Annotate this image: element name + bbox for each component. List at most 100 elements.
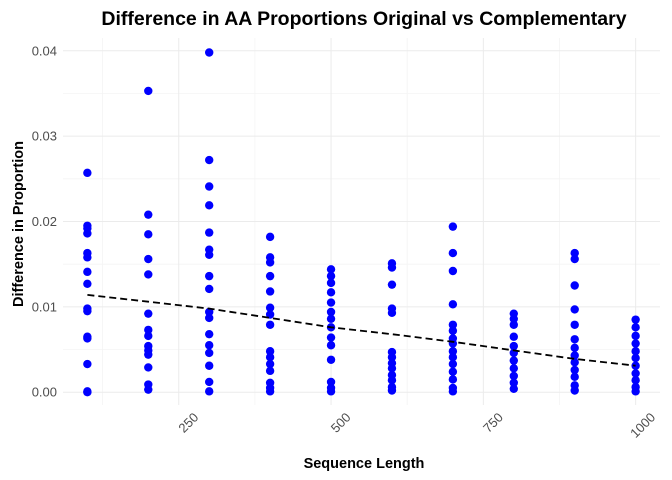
chart-title: Difference in AA Proportions Original vs… (101, 8, 626, 30)
data-point (326, 288, 336, 297)
data-point (144, 210, 153, 219)
data-point (326, 387, 336, 396)
data-point (631, 347, 640, 356)
data-point (448, 248, 458, 258)
data-point (265, 303, 275, 312)
data-point (631, 353, 640, 363)
data-point (570, 372, 579, 382)
y-tick-label: 0.02 (32, 214, 57, 229)
data-point (83, 267, 92, 277)
data-point (509, 332, 518, 341)
data-point (144, 86, 153, 96)
data-point (570, 386, 579, 395)
data-point (387, 353, 397, 362)
data-point (83, 168, 92, 178)
data-point (326, 333, 336, 342)
data-point (83, 359, 92, 369)
data-points (83, 48, 640, 397)
data-point (205, 313, 214, 323)
data-point (144, 331, 153, 341)
data-point (631, 315, 640, 324)
data-point (265, 287, 275, 296)
data-point (387, 280, 397, 289)
data-point (205, 341, 214, 350)
data-point (387, 308, 397, 318)
data-point (448, 326, 458, 335)
data-point (144, 325, 153, 335)
data-point (205, 377, 214, 387)
data-point (570, 248, 579, 258)
data-point (509, 364, 518, 373)
data-point (448, 347, 458, 356)
data-point (509, 341, 518, 351)
data-point (570, 343, 579, 353)
data-point (265, 387, 275, 396)
data-point (448, 359, 458, 369)
data-point (265, 359, 275, 369)
data-point (144, 254, 153, 264)
data-point (326, 355, 336, 364)
data-point (144, 385, 153, 394)
data-point (326, 377, 336, 387)
data-point (83, 306, 92, 316)
data-point (509, 320, 518, 329)
data-point (144, 363, 153, 372)
y-tick-label: 0.01 (32, 299, 57, 314)
data-point (326, 271, 336, 281)
data-point (205, 307, 214, 317)
data-point (631, 323, 640, 332)
data-point (326, 278, 336, 288)
data-point (205, 155, 214, 165)
data-point (448, 387, 458, 396)
data-point (144, 309, 153, 318)
data-point (570, 351, 579, 360)
data-point (326, 341, 336, 350)
grid (63, 38, 660, 405)
data-point (509, 384, 518, 393)
data-point (326, 265, 336, 274)
data-point (83, 253, 92, 262)
data-point (570, 281, 579, 290)
data-point (326, 298, 336, 307)
data-point (205, 329, 214, 339)
data-point (387, 386, 397, 395)
data-point (205, 348, 214, 358)
data-point (144, 350, 153, 359)
data-point (448, 222, 458, 231)
data-point (205, 228, 214, 237)
data-point (265, 310, 275, 319)
data-point (509, 378, 518, 388)
data-point (448, 320, 458, 329)
data-point (570, 358, 579, 367)
data-point (448, 367, 458, 376)
data-point (205, 201, 214, 210)
data-point (265, 353, 275, 362)
data-point (448, 375, 458, 384)
data-point (144, 230, 153, 239)
data-point (570, 365, 579, 375)
data-point (387, 376, 397, 385)
data-point (205, 250, 214, 259)
data-point (205, 284, 214, 294)
data-point (265, 366, 275, 376)
data-point (570, 335, 579, 344)
data-point (570, 320, 579, 329)
data-point (83, 334, 92, 343)
data-point (631, 376, 640, 385)
data-point (265, 347, 275, 356)
data-point (205, 182, 214, 191)
data-point (205, 361, 214, 370)
data-point (265, 258, 275, 267)
data-point (509, 314, 518, 323)
y-axis-title: Difference in Proportion (11, 141, 27, 307)
x-axis-title: Sequence Length (304, 456, 425, 472)
data-point (83, 387, 92, 397)
data-point (570, 254, 579, 264)
data-point (631, 361, 640, 370)
data-point (326, 307, 336, 317)
data-point (448, 353, 458, 362)
data-point (144, 270, 153, 279)
data-point (265, 232, 275, 242)
data-point (205, 387, 214, 396)
